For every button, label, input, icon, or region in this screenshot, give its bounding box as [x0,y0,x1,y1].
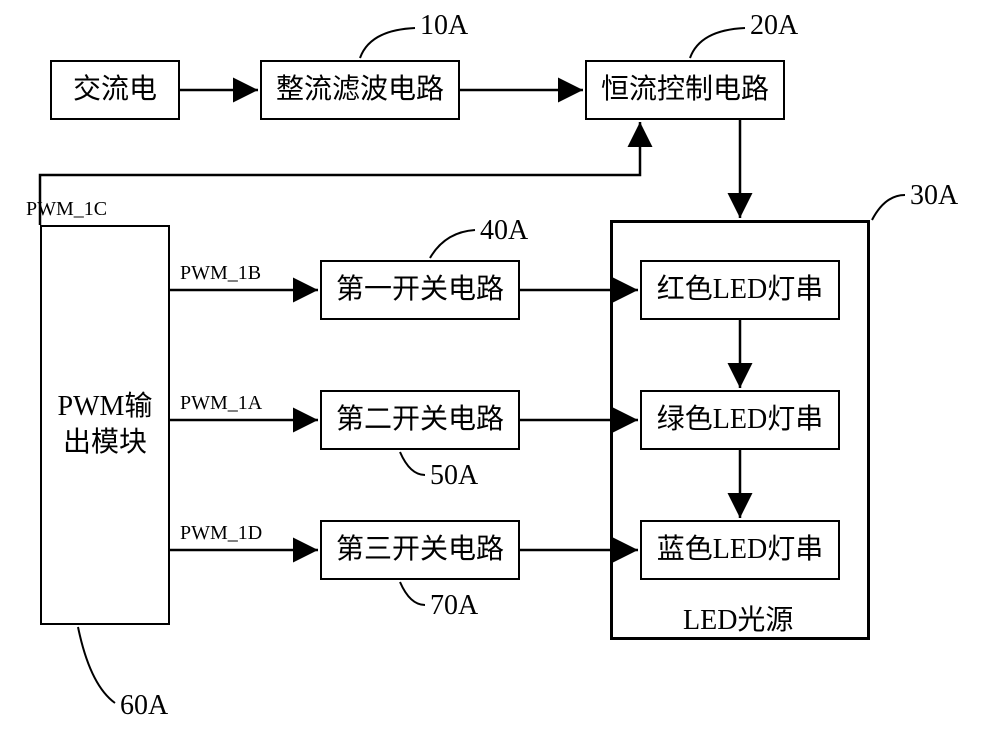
leader-70a [400,582,425,605]
ref-20a: 20A [750,10,798,42]
leader-10a [360,28,415,58]
ref-70a: 70A [430,590,478,622]
leader-30a [872,195,905,220]
block-switch-2-label: 第二开关电路 [336,402,504,438]
block-switch-3-label: 第三开关电路 [336,532,504,568]
block-led-green-label: 绿色LED灯串 [657,402,823,438]
block-ac-label: 交流电 [73,72,157,108]
signal-pwm-1d: PWM_1D [180,522,262,545]
container-led-label: LED光源 [683,598,793,638]
block-switch-1-label: 第一开关电路 [336,272,504,308]
block-led-blue: 蓝色LED灯串 [640,520,840,580]
block-pwm-module: PWM输出模块 [40,225,170,625]
block-led-blue-label: 蓝色LED灯串 [657,532,823,568]
block-rectifier: 整流滤波电路 [260,60,460,120]
block-pwm-module-label: PWM输出模块 [58,389,153,462]
ref-40a: 40A [480,215,528,247]
diagram-canvas: 交流电 整流滤波电路 恒流控制电路 PWM输出模块 第一开关电路 第二开关电路 … [0,0,1000,743]
signal-pwm-1c: PWM_1C [26,198,107,221]
block-led-red-label: 红色LED灯串 [657,272,823,308]
block-led-red: 红色LED灯串 [640,260,840,320]
leader-40a [430,230,475,258]
block-cc-control-label: 恒流控制电路 [601,72,769,108]
leader-50a [400,452,425,475]
block-cc-control: 恒流控制电路 [585,60,785,120]
signal-pwm-1a: PWM_1A [180,392,262,415]
signal-pwm-1b: PWM_1B [180,262,261,285]
block-led-green: 绿色LED灯串 [640,390,840,450]
block-rectifier-label: 整流滤波电路 [276,72,444,108]
block-ac: 交流电 [50,60,180,120]
block-switch-3: 第三开关电路 [320,520,520,580]
leader-60a [78,627,115,703]
ref-30a: 30A [910,180,958,212]
arrow-pwm1c-cc [40,122,640,225]
leader-20a [690,28,745,58]
ref-10a: 10A [420,10,468,42]
ref-60a: 60A [120,690,168,722]
block-switch-1: 第一开关电路 [320,260,520,320]
ref-50a: 50A [430,460,478,492]
block-switch-2: 第二开关电路 [320,390,520,450]
